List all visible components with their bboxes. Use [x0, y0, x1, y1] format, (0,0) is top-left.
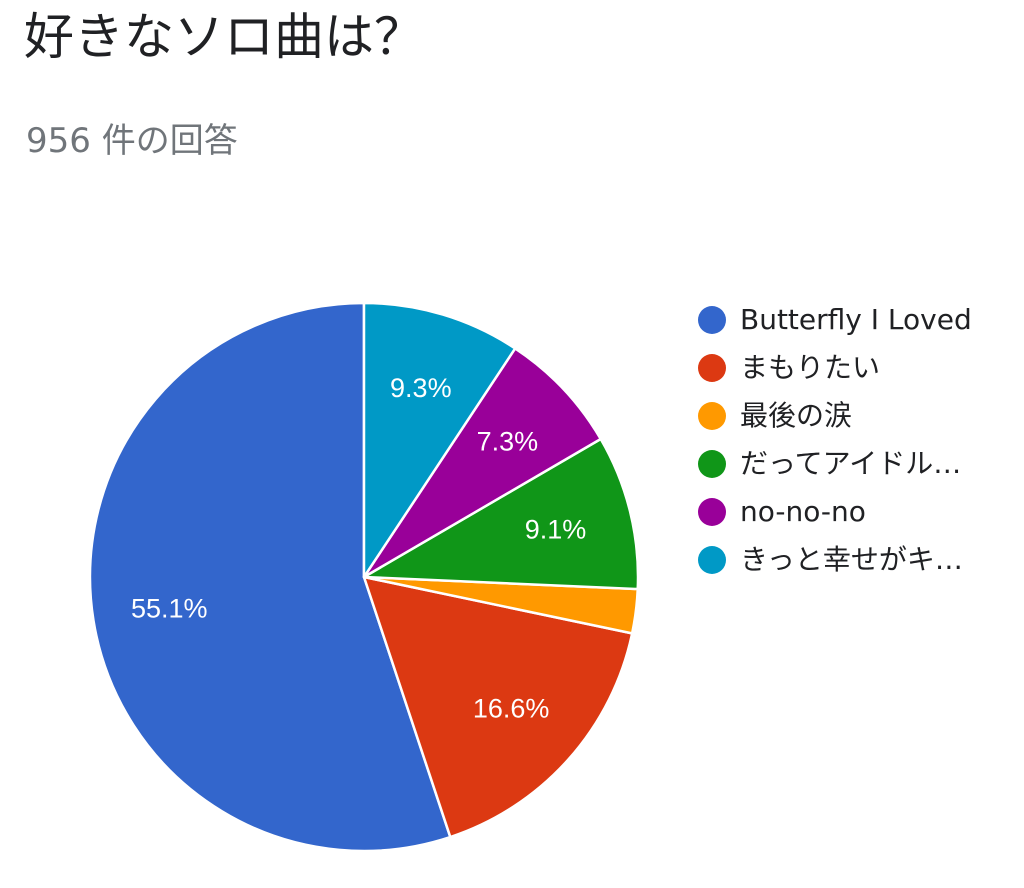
legend-label: no-no-no: [740, 495, 866, 528]
legend-item[interactable]: Butterfly I Loved: [698, 296, 972, 344]
pie-slice-4[interactable]: [362, 437, 640, 591]
pie-slice-1[interactable]: [88, 301, 452, 853]
legend-swatch: [698, 450, 726, 478]
chart-legend: Butterfly I Loved まもりたい最後の涙だってアイドル… no-no-…: [698, 296, 972, 584]
legend-label: きっと幸せがキ…: [740, 543, 963, 576]
pie-slice-5[interactable]: [362, 347, 602, 579]
legend-item[interactable]: 最後の涙: [698, 392, 972, 440]
response-count: 956 件の回答: [26, 121, 238, 161]
pie-slice-labels: 55.1% 16.6% 9.1% 7.3% 9.3%: [131, 373, 586, 723]
slice-value-label: 55.1%: [131, 593, 208, 623]
slice-value-label: 16.6%: [473, 693, 550, 723]
legend-item[interactable]: だってアイドル…: [698, 440, 972, 488]
legend-label: まもりたい: [740, 351, 881, 384]
legend-swatch: [698, 498, 726, 526]
legend-swatch: [698, 354, 726, 382]
legend-swatch: [698, 402, 726, 430]
pie-slices: [88, 301, 640, 853]
legend-item[interactable]: きっと幸せがキ…: [698, 536, 972, 584]
legend-item[interactable]: no-no-no: [698, 488, 972, 536]
legend-label: Butterfly I Loved: [740, 303, 972, 336]
slice-value-label: 9.3%: [390, 373, 452, 403]
legend-swatch: [698, 546, 726, 574]
slice-value-label: 9.1%: [525, 515, 587, 545]
legend-item[interactable]: まもりたい: [698, 344, 972, 392]
legend-swatch: [698, 306, 726, 334]
legend-label: だってアイドル…: [740, 447, 962, 480]
chart-title: 好きなソロ曲は？: [24, 8, 424, 66]
pie-slice-6[interactable]: [362, 301, 517, 579]
pie-slice-2[interactable]: [362, 575, 634, 839]
slice-value-label: 7.3%: [477, 427, 539, 457]
legend-label: 最後の涙: [740, 399, 853, 432]
